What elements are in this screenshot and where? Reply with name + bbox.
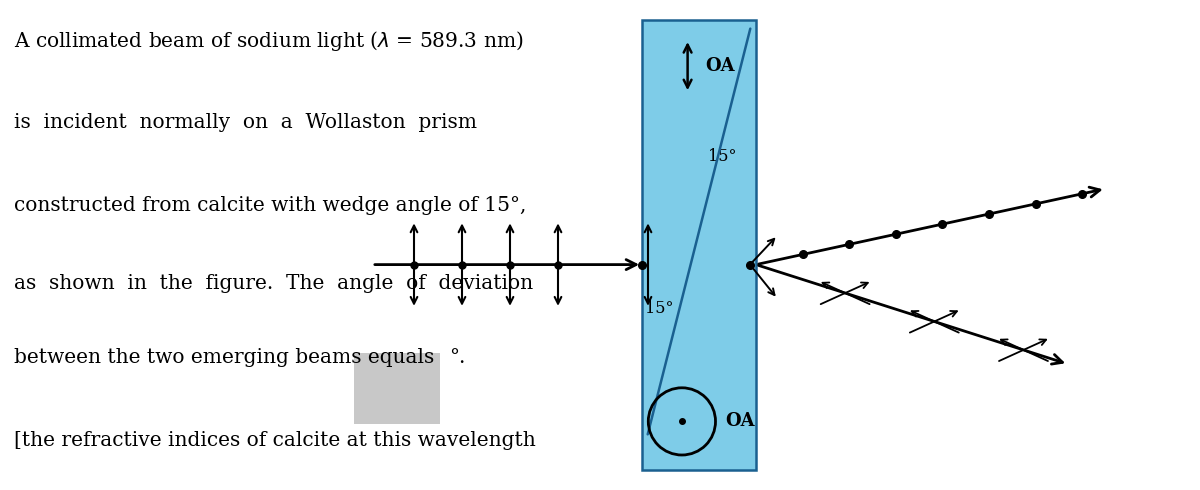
Text: constructed from calcite with wedge angle of 15°,: constructed from calcite with wedge angl… (14, 196, 527, 215)
Bar (354, 353, 440, 424)
Text: is  incident  normally  on  a  Wollaston  prism: is incident normally on a Wollaston pris… (14, 113, 478, 132)
Text: 15°: 15° (708, 148, 737, 165)
Text: A collimated beam of sodium light ($\lambda$ = 589.3 nm): A collimated beam of sodium light ($\lam… (14, 29, 524, 53)
Text: between the two emerging beams equals: between the two emerging beams equals (14, 348, 434, 367)
Text: as  shown  in  the  figure.  The  angle  of  deviation: as shown in the figure. The angle of dev… (14, 274, 534, 294)
Text: OA: OA (706, 57, 736, 75)
Bar (642, 20, 756, 470)
Text: [the refractive indices of calcite at this wavelength: [the refractive indices of calcite at th… (14, 431, 536, 450)
Text: OA: OA (725, 413, 755, 430)
Text: 15°: 15° (646, 300, 674, 317)
Text: °.: °. (449, 348, 466, 367)
